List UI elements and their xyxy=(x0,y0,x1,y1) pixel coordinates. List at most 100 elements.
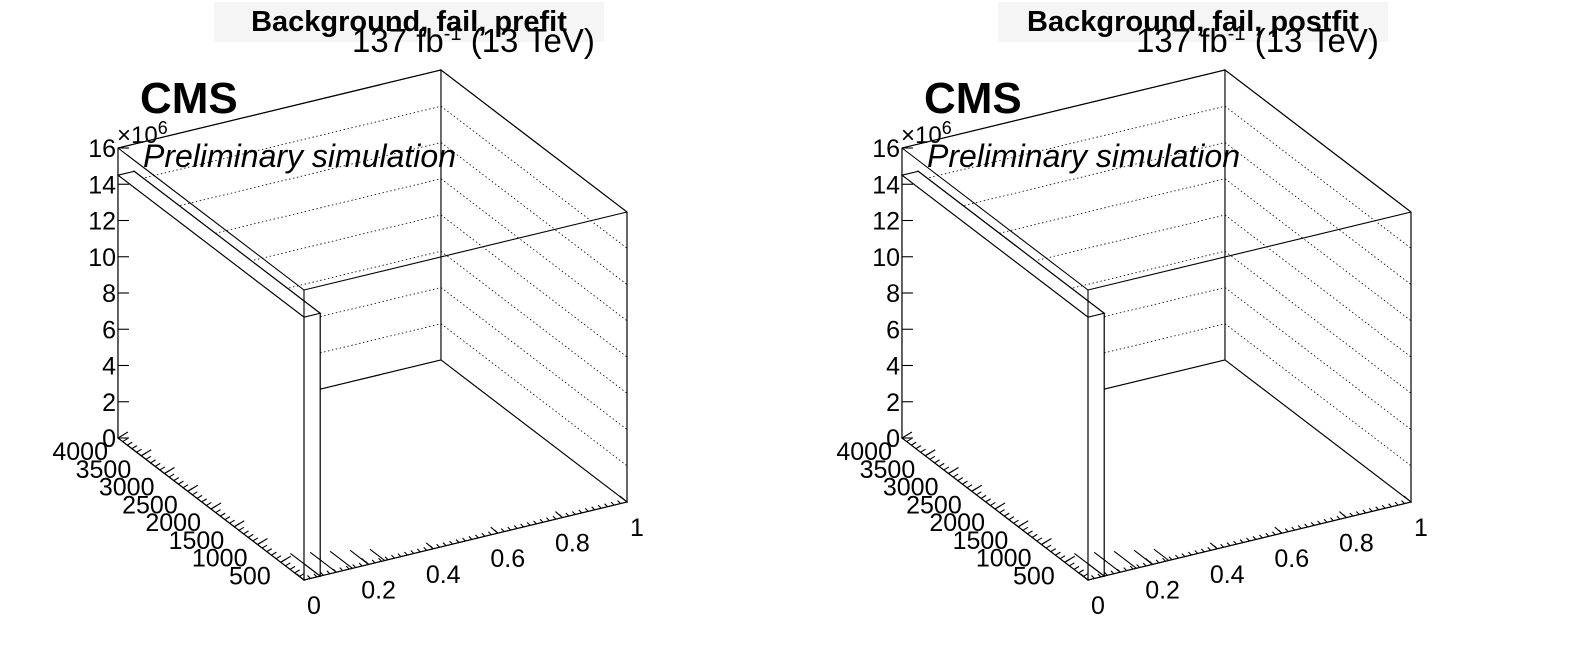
z-multiplier-exponent: 6 xyxy=(157,118,168,138)
x-minor-tick xyxy=(403,551,408,556)
x-minor-tick xyxy=(1181,553,1186,557)
z-multiplier: ×106 xyxy=(901,118,952,150)
x-minor-tick xyxy=(339,567,344,572)
x-minor-tick xyxy=(1136,564,1141,568)
z-gridline xyxy=(440,142,628,285)
y-minor-tick xyxy=(994,505,1001,510)
z-multiplier-exponent: 6 xyxy=(941,118,952,138)
lumi-value: 137 fb xyxy=(352,22,444,59)
x-minor-tick xyxy=(546,517,550,522)
x-minor-tick xyxy=(326,570,331,575)
y-minor-tick xyxy=(1050,548,1057,553)
x-tick-label: 0.8 xyxy=(1339,530,1374,558)
box-edge xyxy=(1224,69,1412,213)
x-minor-tick xyxy=(1343,514,1347,518)
z-gridline xyxy=(117,287,442,366)
z-gridline xyxy=(117,142,442,221)
x-tick xyxy=(1403,495,1412,503)
x-minor-tick xyxy=(397,553,402,557)
z-gridline xyxy=(440,105,628,249)
y-minor-tick xyxy=(252,537,259,542)
y-minor-tick xyxy=(971,487,978,492)
y-tick-label: 1500 xyxy=(953,527,1009,555)
x-minor-tick xyxy=(1394,501,1399,506)
y-tick-label: 3000 xyxy=(99,474,155,502)
y-minor-tick xyxy=(1013,519,1019,524)
y-minor-tick xyxy=(243,530,249,535)
x-minor-tick xyxy=(604,503,609,508)
y-minor-tick xyxy=(948,470,954,474)
y-minor-tick xyxy=(271,551,277,556)
z-gridline xyxy=(901,178,1226,258)
floor-cell-line xyxy=(369,548,386,561)
y-minor-tick xyxy=(1064,558,1071,563)
box-edge-top xyxy=(117,147,305,291)
y-minor-tick xyxy=(201,498,207,503)
z-gridline xyxy=(1224,287,1412,430)
z-multiplier-base: ×10 xyxy=(901,122,942,149)
x-minor-tick xyxy=(449,540,453,545)
z-tick-label: 12 xyxy=(88,208,116,236)
y-minor-tick xyxy=(238,526,245,531)
x-minor-tick xyxy=(1155,559,1160,564)
x-minor-tick xyxy=(1330,517,1334,522)
y-minor-tick xyxy=(911,441,917,446)
x-minor-tick xyxy=(513,525,518,529)
x-minor-tick xyxy=(1284,528,1289,533)
z-tick-label: 10 xyxy=(872,244,900,272)
y-minor-tick xyxy=(1022,526,1029,531)
x-minor-tick xyxy=(442,542,447,547)
y-minor-tick xyxy=(1036,537,1043,542)
x-minor-tick xyxy=(1239,539,1244,543)
x-minor-tick xyxy=(462,537,466,542)
x-minor-tick xyxy=(1149,561,1153,565)
x-minor-tick xyxy=(332,568,337,573)
x-minor-tick xyxy=(1123,567,1128,572)
z-gridline xyxy=(117,178,442,258)
x-minor-tick xyxy=(1116,568,1121,573)
x-minor-tick xyxy=(1362,509,1367,514)
z-gridline xyxy=(117,214,442,294)
y-minor-tick xyxy=(187,487,194,492)
z-gridline xyxy=(901,250,1226,330)
x-minor-tick xyxy=(1278,529,1283,534)
y-tick-label: 1000 xyxy=(976,545,1032,573)
x-minor-tick xyxy=(1349,512,1354,517)
z-tick-label: 8 xyxy=(886,280,900,308)
z-gridline xyxy=(440,250,628,394)
z-gridline xyxy=(901,105,1226,185)
y-minor-tick xyxy=(261,544,268,549)
x-minor-tick xyxy=(1381,504,1386,509)
x-tick-label: 0.8 xyxy=(555,530,590,558)
x-minor-tick xyxy=(565,512,570,517)
y-tick-label: 3000 xyxy=(883,474,939,502)
y-tick xyxy=(901,431,913,439)
y-tick-label: 3500 xyxy=(860,456,916,484)
y-minor-tick xyxy=(1004,512,1010,517)
energy-label: (13 TeV) xyxy=(1254,22,1379,59)
x-minor-tick xyxy=(1355,511,1360,515)
z-multiplier: ×106 xyxy=(117,118,168,150)
x-minor-tick xyxy=(1129,565,1134,570)
y-minor-tick xyxy=(275,555,282,560)
y-minor-tick xyxy=(178,480,184,485)
y-tick-label: 2000 xyxy=(145,509,201,537)
x-minor-tick xyxy=(1233,540,1237,545)
x-minor-tick xyxy=(1226,542,1231,547)
y-minor-tick xyxy=(210,505,217,510)
x-tick-label: 0 xyxy=(307,592,321,620)
x-minor-tick xyxy=(1246,537,1250,542)
y-minor-tick xyxy=(145,455,152,460)
z-gridline xyxy=(1224,214,1412,358)
z-gridline xyxy=(901,142,1226,221)
floor-cell-line xyxy=(1074,552,1105,577)
x-minor-tick xyxy=(1368,507,1373,512)
y-minor-tick xyxy=(127,441,133,446)
y-minor-tick xyxy=(906,438,912,443)
y-minor-tick xyxy=(140,452,147,457)
lego-plot-prefit: 0246810121416500100015002000250030003500… xyxy=(52,68,644,620)
y-tick-label: 4000 xyxy=(836,438,892,466)
z-tick-label: 12 xyxy=(872,208,900,236)
y-minor-tick xyxy=(1027,530,1033,535)
y-tick-label: 2500 xyxy=(906,491,962,519)
